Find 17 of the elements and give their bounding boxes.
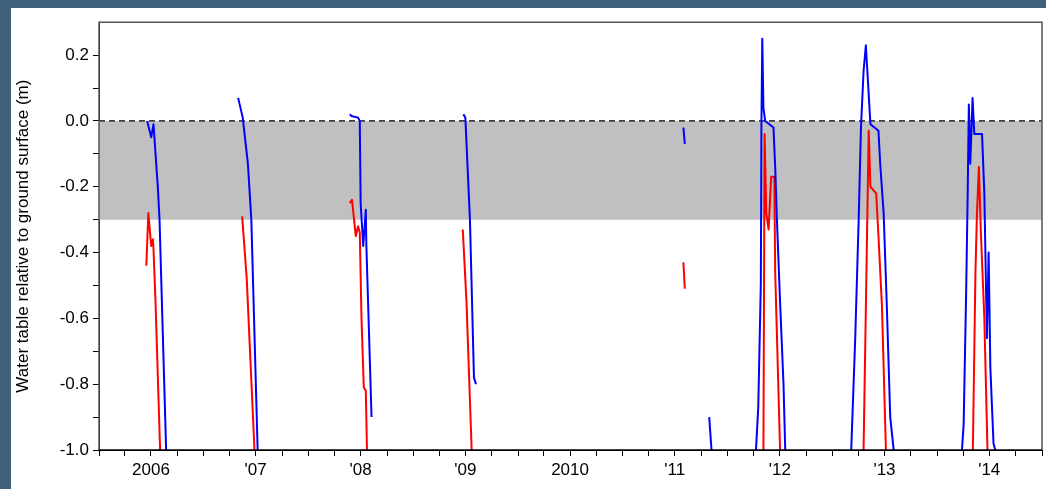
x-tick-label: '13 [873, 459, 896, 479]
x-tick-label: 2006 [132, 459, 170, 479]
y-tick-label: -0.8 [59, 373, 89, 393]
y-axis-title: Water table relative to ground surface (m) [12, 79, 32, 393]
y-tick-label: -0.4 [59, 242, 89, 262]
x-tick-label: '12 [768, 459, 791, 479]
x-tick-label: '14 [978, 459, 1001, 479]
x-tick-label: '08 [349, 459, 372, 479]
y-tick-label: -1.0 [59, 439, 89, 459]
x-tick-label: '09 [454, 459, 477, 479]
y-tick-label: 0.2 [65, 44, 89, 64]
x-tick-label: 2010 [551, 459, 589, 479]
y-tick-label: 0.0 [65, 110, 89, 130]
y-tick-label: -0.2 [59, 176, 89, 196]
x-tick-label: '11 [664, 459, 686, 479]
x-tick-label: '07 [244, 459, 267, 479]
y-tick-label: -0.6 [59, 308, 89, 328]
